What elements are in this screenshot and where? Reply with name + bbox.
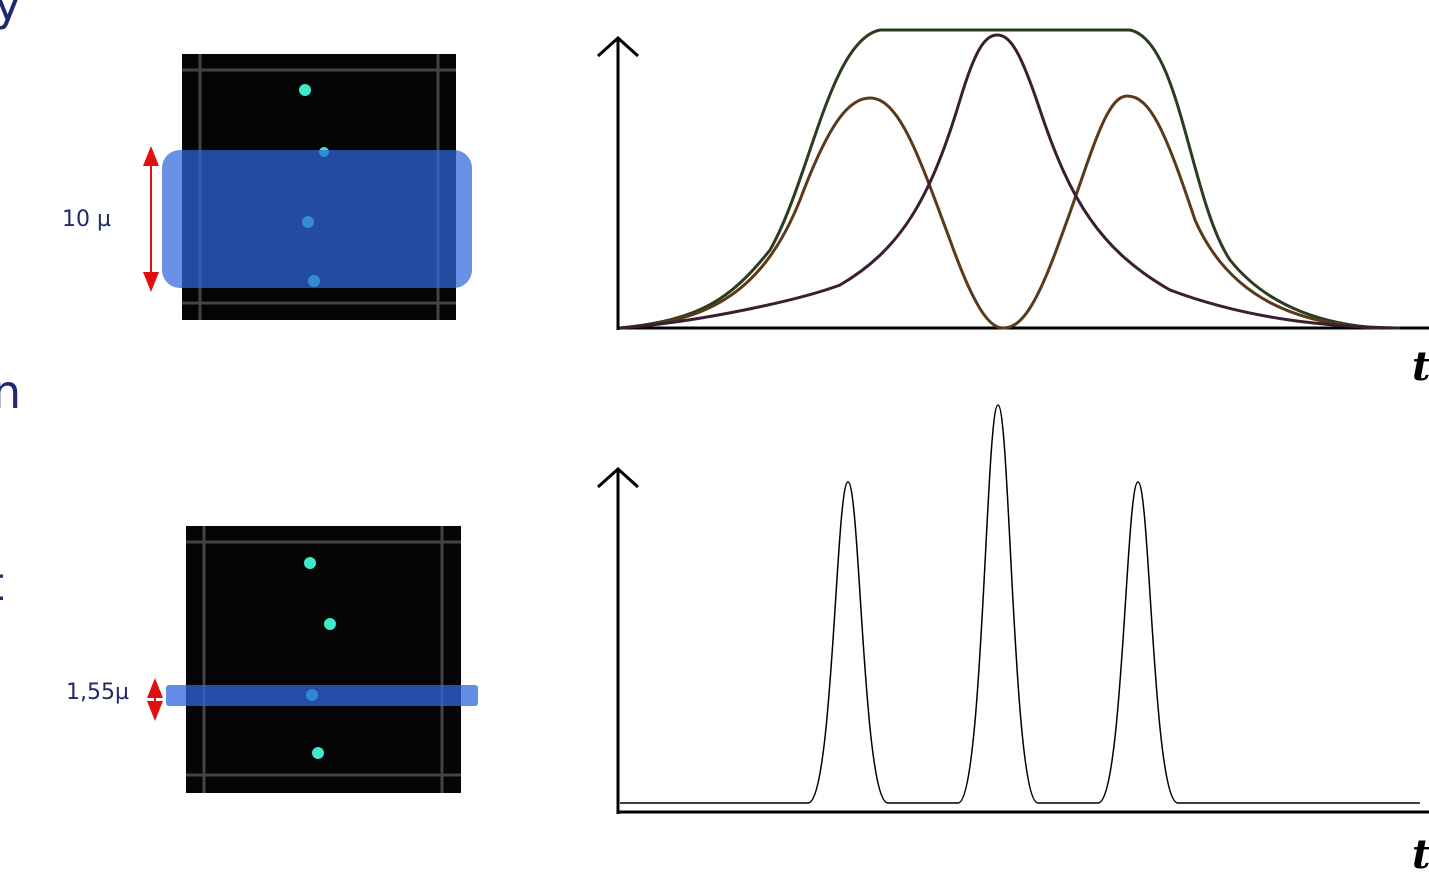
edge-text: y	[0, 0, 21, 31]
top-image	[162, 54, 472, 320]
axis-label: t	[1412, 831, 1429, 873]
edge-text: n	[0, 365, 21, 419]
edge-text: t	[0, 557, 4, 611]
bottom-image	[166, 526, 478, 793]
axis-label: t	[1412, 343, 1429, 390]
bottom-plot	[596, 404, 1429, 814]
top-plot	[596, 28, 1429, 330]
width-label: 1,55µ	[66, 680, 129, 705]
width-label: 10 µ	[62, 207, 111, 232]
